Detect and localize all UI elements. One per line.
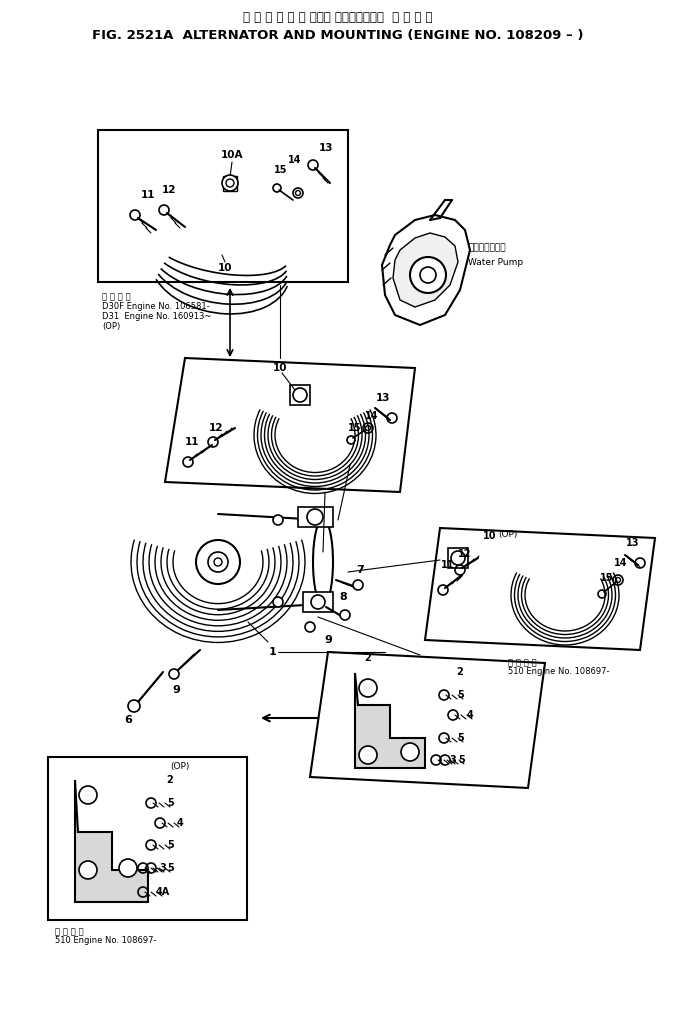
Text: 2: 2 [456, 667, 463, 677]
Circle shape [420, 267, 436, 283]
Text: 10A: 10A [221, 150, 243, 160]
Text: 13: 13 [376, 393, 390, 403]
Text: 15: 15 [348, 423, 362, 433]
Circle shape [401, 743, 419, 760]
Circle shape [451, 551, 465, 565]
Text: 4A: 4A [156, 887, 170, 897]
Circle shape [208, 552, 228, 572]
Text: (OP): (OP) [102, 322, 121, 331]
Text: 15: 15 [600, 573, 614, 583]
Text: 11: 11 [185, 437, 199, 447]
Text: 11: 11 [441, 560, 455, 570]
Polygon shape [393, 233, 458, 307]
Text: 12: 12 [162, 185, 176, 195]
Circle shape [311, 595, 325, 609]
Text: 14: 14 [288, 155, 302, 165]
Text: D30F Engine No. 106581-: D30F Engine No. 106581- [102, 302, 210, 311]
Bar [48, 757, 247, 920]
Bar [98, 130, 348, 282]
Bar [290, 385, 310, 405]
Text: 7: 7 [356, 565, 364, 575]
Text: 10: 10 [218, 263, 232, 273]
Polygon shape [75, 780, 148, 902]
Circle shape [222, 175, 238, 191]
Text: 13: 13 [626, 538, 640, 548]
Text: 510 Engine No. 108697-: 510 Engine No. 108697- [508, 667, 609, 676]
Text: 5: 5 [168, 840, 175, 850]
Text: 12: 12 [458, 549, 472, 559]
Circle shape [305, 622, 315, 632]
Circle shape [273, 597, 283, 607]
Ellipse shape [313, 519, 333, 605]
Text: 通 用 号 機: 通 用 号 機 [508, 658, 537, 667]
Text: D31  Engine No. 160913~: D31 Engine No. 160913~ [102, 312, 211, 321]
Text: ウォータポンプ: ウォータポンプ [468, 243, 506, 252]
Polygon shape [355, 673, 425, 768]
Text: (OP): (OP) [171, 762, 190, 771]
Circle shape [340, 610, 350, 620]
Bar [223, 176, 237, 191]
Circle shape [196, 540, 240, 584]
Bar [448, 548, 468, 568]
Circle shape [79, 786, 97, 804]
Text: 8: 8 [339, 592, 347, 602]
Text: 2: 2 [167, 775, 173, 785]
Text: 5: 5 [168, 798, 175, 808]
Circle shape [410, 257, 446, 293]
Text: (OP): (OP) [498, 529, 518, 538]
Text: 11: 11 [141, 190, 155, 200]
Text: 通 用 号 機: 通 用 号 機 [55, 927, 84, 936]
Text: 14: 14 [366, 411, 378, 421]
Text: Water Pump: Water Pump [468, 258, 523, 267]
Text: 510 Engine No. 108697-: 510 Engine No. 108697- [55, 936, 156, 945]
Text: 通 用 号 機: 通 用 号 機 [102, 292, 131, 301]
Text: 5: 5 [168, 863, 175, 873]
Text: 3: 3 [450, 755, 456, 765]
Text: 10: 10 [483, 531, 497, 541]
Text: 12: 12 [209, 423, 223, 433]
Text: オ ル タ ネ ー タ および マウンティング  通 用 号 機: オ ル タ ネ ー タ および マウンティング 通 用 号 機 [243, 10, 433, 23]
Text: 10: 10 [273, 363, 287, 373]
Text: 1: 1 [269, 647, 277, 657]
Circle shape [307, 509, 323, 525]
Text: 13: 13 [319, 143, 333, 153]
Circle shape [359, 746, 377, 764]
Text: 15: 15 [274, 165, 288, 175]
Circle shape [169, 669, 179, 679]
Circle shape [79, 861, 97, 879]
Text: 5: 5 [458, 690, 464, 700]
Text: 14: 14 [614, 558, 628, 568]
Circle shape [273, 515, 283, 525]
Bar [298, 507, 333, 527]
Text: 2: 2 [365, 653, 372, 663]
Circle shape [128, 700, 140, 712]
Text: 9: 9 [324, 635, 332, 645]
Circle shape [353, 580, 363, 590]
Text: 4: 4 [466, 710, 473, 720]
Text: 3: 3 [160, 863, 167, 873]
Circle shape [293, 388, 307, 402]
Bar [303, 592, 333, 612]
Text: 4: 4 [177, 818, 183, 828]
Text: 5: 5 [458, 755, 465, 765]
Circle shape [359, 679, 377, 697]
Text: 6: 6 [124, 715, 132, 725]
Circle shape [119, 859, 137, 877]
Text: FIG. 2521A  ALTERNATOR AND MOUNTING (ENGINE NO. 108209 – ): FIG. 2521A ALTERNATOR AND MOUNTING (ENGI… [92, 28, 584, 42]
Polygon shape [382, 215, 470, 325]
Text: 9: 9 [172, 685, 180, 695]
Text: 5: 5 [458, 733, 464, 743]
